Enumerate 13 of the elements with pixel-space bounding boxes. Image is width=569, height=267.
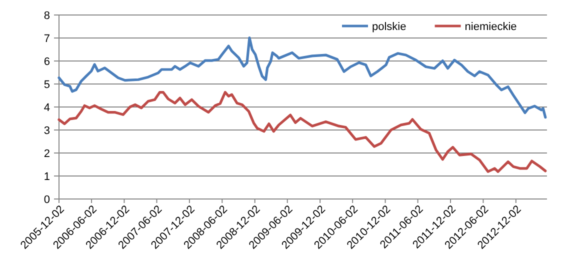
- y-tick-label: 6: [44, 56, 50, 68]
- y-tick-label: 1: [44, 170, 50, 183]
- y-tick-label: 5: [44, 78, 50, 91]
- legend-label: polskie: [372, 20, 406, 33]
- y-tick-label: 0: [44, 194, 50, 206]
- line-series: [58, 36, 547, 119]
- legend-label: niemieckie: [464, 20, 517, 33]
- y-tick-label: 7: [44, 32, 50, 45]
- y-tick-label: 8: [44, 10, 50, 22]
- line-series: [58, 90, 547, 173]
- y-tick-label: 3: [44, 124, 50, 137]
- y-tick-label: 4: [44, 102, 50, 114]
- y-tick-label: 2: [44, 148, 50, 160]
